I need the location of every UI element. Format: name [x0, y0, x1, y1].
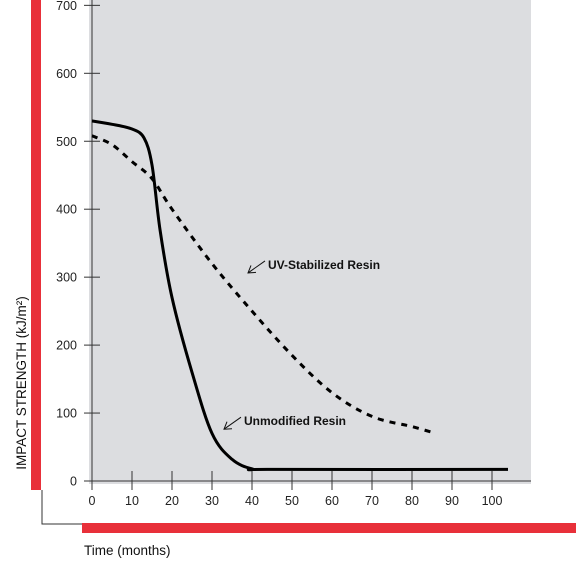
frame-bracket [41, 490, 82, 525]
y-tick-label: 300 [56, 271, 77, 285]
x-tick-label: 0 [89, 494, 96, 508]
annotation-label: UV-Stabilized Resin [268, 258, 380, 272]
x-tick-label: 40 [245, 494, 259, 508]
y-tick-label: 200 [56, 339, 77, 353]
y-tick-label: 400 [56, 203, 77, 217]
left-red-bar [31, 0, 41, 490]
x-tick-label: 100 [482, 494, 503, 508]
x-tick-label: 50 [285, 494, 299, 508]
x-tick-label: 80 [405, 494, 419, 508]
x-tick-label: 10 [125, 494, 139, 508]
x-tick-label: 70 [365, 494, 379, 508]
y-tick-label: 100 [56, 407, 77, 421]
x-axis-title: Time (months) [84, 543, 171, 558]
y-tick-label: 500 [56, 135, 77, 149]
y-tick-label: 0 [70, 475, 77, 489]
series-layer [91, 119, 509, 472]
x-tick-label: 20 [165, 494, 179, 508]
x-tick-label: 30 [205, 494, 219, 508]
bottom-red-bar [82, 523, 576, 533]
x-ticks: 0 10 20 30 40 50 60 70 80 90 100 [89, 471, 503, 508]
annotation-label: Unmodified Resin [244, 414, 346, 428]
annotation-arrow [223, 416, 242, 430]
y-tick-label: 600 [56, 67, 77, 81]
annotation-layer: UV-Stabilized Resin Unmodified Resin [223, 258, 380, 430]
y-tick-label: 700 [56, 0, 77, 13]
y-axis-title: IMPACT STRENGTH (kJ/m²) [14, 296, 29, 470]
series-line-unmodified-resin [91, 119, 509, 472]
series-line-uv-stabilized-resin [91, 134, 437, 435]
annotation-arrow [247, 260, 266, 274]
annotation-arrowhead [247, 265, 257, 274]
x-tick-label: 60 [325, 494, 339, 508]
plot-area [89, 0, 531, 484]
x-tick-label: 90 [445, 494, 459, 508]
annotation-arrowhead [223, 421, 233, 430]
y-ticks: 0 100 200 300 400 500 600 700 [56, 0, 100, 489]
